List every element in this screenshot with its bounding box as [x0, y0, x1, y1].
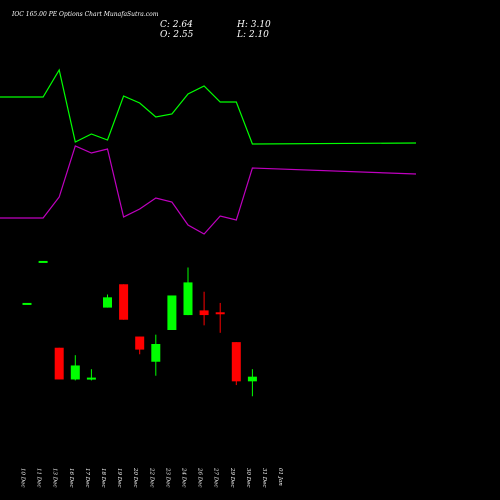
x-tick-label: 26 Dec: [197, 467, 203, 488]
candle-10-dec: [22, 302, 32, 305]
x-tick-label: 20 Dec: [132, 467, 138, 488]
indicator-line-green: [0, 68, 417, 145]
x-tick-label: 27 Dec: [213, 467, 219, 488]
candle-body: [70, 365, 80, 380]
candle-17-dec: [86, 369, 96, 381]
indicator-lines: [0, 68, 417, 235]
x-tick-label: 11 Dec: [36, 468, 42, 488]
candle-22-dec: [151, 334, 161, 376]
candle-body: [54, 347, 64, 380]
x-tick-label: 19 Dec: [116, 468, 122, 488]
high-readout: H: 3.10: [236, 20, 271, 30]
candle-27-dec: [215, 302, 225, 333]
x-tick-label: 18 Dec: [100, 468, 106, 488]
candle-11-dec: [38, 260, 48, 263]
indicator-line-magenta: [0, 145, 417, 235]
candle-16-dec: [70, 355, 80, 381]
candle-body: [199, 310, 209, 316]
candle-body: [247, 376, 257, 382]
candle-19-dec: [119, 284, 129, 320]
candle-body: [231, 342, 241, 382]
x-axis-tick-labels: 10 Dec 11 Dec 13 Dec 16 Dec 17 Dec 18 Dec 19 D…: [20, 467, 284, 488]
open-readout: O: 2.55: [160, 30, 194, 40]
x-tick-label: 23 Dec: [164, 467, 170, 488]
candles: [22, 260, 257, 397]
candle-23-dec: [167, 295, 177, 330]
candle-body: [119, 284, 129, 320]
candle-body: [183, 282, 193, 316]
x-tick-label: 10 Dec: [20, 468, 26, 488]
candle-30-dec: [247, 369, 257, 397]
candle-body: [151, 344, 161, 362]
candle-body: [135, 336, 145, 350]
candle-body: [167, 295, 177, 330]
x-tick-label: 13 Dec: [52, 468, 58, 488]
x-tick-label: 24 Dec: [181, 467, 187, 488]
candle-20-dec: [135, 336, 145, 355]
chart-title: IOC 165.00 PE Options Chart MunafaSutra.…: [11, 11, 159, 18]
candle-13-dec: [54, 347, 64, 380]
x-tick-label: 22 Dec: [148, 467, 154, 488]
candle-body: [103, 297, 112, 308]
candle-body: [215, 312, 225, 315]
x-tick-label: 30 Dec: [245, 468, 251, 488]
x-tick-label: 16 Dec: [68, 468, 74, 488]
candle-26-dec: [199, 291, 209, 326]
low-readout: L: 2.10: [236, 30, 269, 40]
x-tick-label: 29 Dec: [229, 467, 235, 488]
close-readout: C: 2.64: [160, 20, 193, 30]
candle-24-dec: [183, 267, 193, 316]
candle-body: [22, 302, 32, 305]
candle-body: [38, 260, 48, 263]
candle-body: [86, 377, 96, 380]
x-tick-label: 31 Dec: [261, 468, 267, 488]
candle-29-dec: [231, 342, 241, 386]
x-tick-label: 01 Jan: [277, 468, 283, 486]
candle-18-dec: [103, 294, 112, 308]
x-tick-label: 17 Dec: [84, 468, 90, 488]
